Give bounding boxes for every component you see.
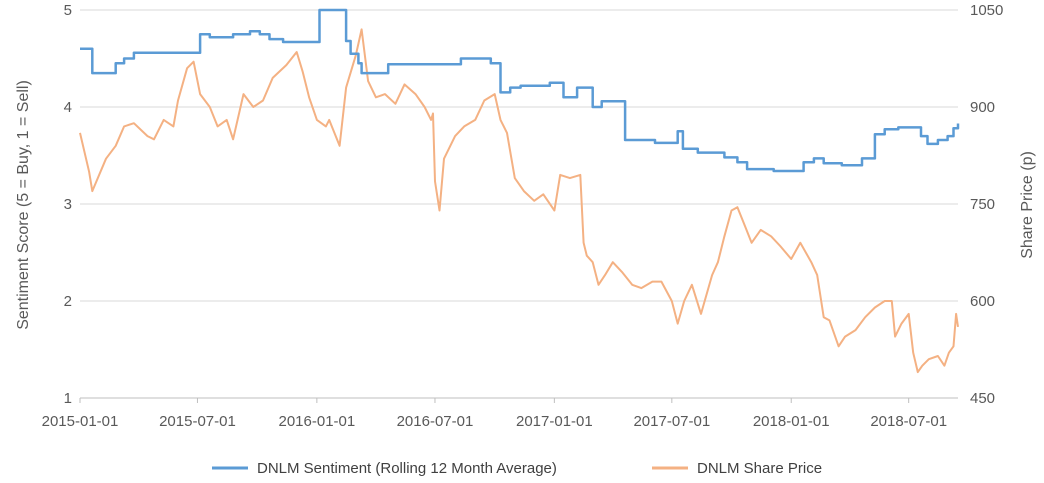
x-tick-label: 2017-01-01: [516, 413, 593, 430]
right-tick-label: 1050: [970, 2, 1003, 19]
right-tick-label: 750: [970, 196, 995, 213]
legend-label-share-price: DNLM Share Price: [697, 460, 822, 477]
right-tick-label: 900: [970, 99, 995, 116]
x-tick-label: 2018-07-01: [870, 413, 947, 430]
x-tick-label: 2017-07-01: [633, 413, 710, 430]
legend-label-sentiment: DNLM Sentiment (Rolling 12 Month Average…: [257, 460, 557, 477]
right-axis-ticks: 450 600 750 900 1050: [970, 2, 1003, 407]
sentiment-series-line: [80, 8, 960, 173]
right-axis-title: Share Price (p): [1019, 151, 1036, 259]
legend: DNLM Sentiment (Rolling 12 Month Average…: [212, 460, 822, 477]
x-tick-label: 2015-01-01: [42, 413, 119, 430]
x-tick-label: 2016-01-01: [278, 413, 355, 430]
left-tick-label: 3: [64, 196, 72, 213]
share-price-series-line: [79, 28, 959, 374]
left-tick-label: 2: [64, 293, 72, 310]
x-tick-label: 2018-01-01: [753, 413, 830, 430]
left-tick-label: 5: [64, 2, 72, 19]
left-tick-label: 1: [64, 390, 72, 407]
left-axis-title: Sentiment Score (5 = Buy, 1 = Sell): [15, 80, 32, 330]
right-tick-label: 450: [970, 390, 995, 407]
gridlines: [80, 9, 958, 399]
right-tick-label: 600: [970, 293, 995, 310]
left-tick-label: 4: [64, 99, 72, 116]
left-axis-ticks: 1 2 3 4 5: [64, 2, 72, 407]
series-lines: [79, 8, 960, 374]
x-tick-label: 2016-07-01: [397, 413, 474, 430]
x-axis-ticks: 2015-01-01 2015-07-01 2016-01-01 2016-07-01…: [42, 398, 947, 430]
x-tick-label: 2015-07-01: [159, 413, 236, 430]
